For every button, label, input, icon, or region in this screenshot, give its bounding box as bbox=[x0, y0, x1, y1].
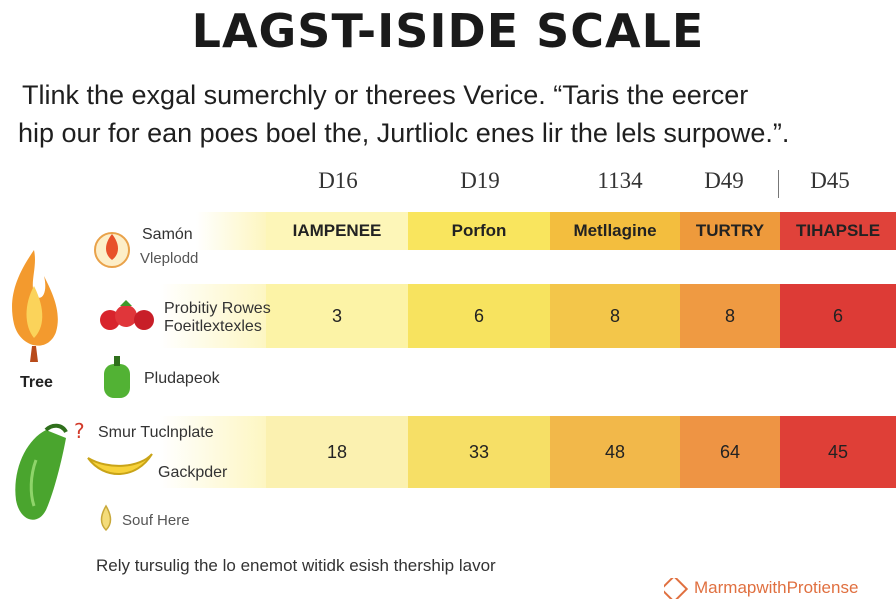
intro-line-2: hip our for ean poes boel the, Jurtliolc… bbox=[18, 118, 790, 148]
row-label-1: Samón bbox=[142, 226, 193, 243]
seed-drop-icon bbox=[100, 504, 112, 532]
value-cell-row1-4: 8 bbox=[680, 284, 780, 348]
value-cell-row1-5: 6 bbox=[780, 284, 896, 348]
value-cell-row1-3: 8 bbox=[550, 284, 680, 348]
band-fade-row2 bbox=[160, 416, 270, 488]
fire-badge-icon bbox=[94, 232, 130, 268]
svg-text:?: ? bbox=[74, 419, 85, 443]
green-pepper-icon bbox=[104, 356, 130, 398]
row-label-5: Souf Here bbox=[122, 512, 190, 529]
level-label-3: Metllagine bbox=[550, 212, 680, 250]
level-label-1: IAMPENEE bbox=[266, 212, 408, 250]
row-label-2: Probitiy Rowes bbox=[164, 300, 271, 317]
row-sublabel-1: Vleplodd bbox=[140, 250, 199, 267]
band-fade-row1 bbox=[160, 284, 270, 348]
row-label-3: Pludapeok bbox=[144, 370, 220, 387]
value-cell-row2-1: 18 bbox=[266, 416, 408, 488]
intro-text: Tlink the exgal sumerchly or therees Ver… bbox=[18, 76, 862, 152]
berries-icon bbox=[100, 300, 154, 330]
value-cell-row2-2: 33 bbox=[408, 416, 550, 488]
group-label: Tree bbox=[20, 374, 53, 391]
row-label-4: Smur Tuclnplate bbox=[98, 424, 214, 441]
column-header-5: D45 bbox=[810, 168, 850, 193]
level-label-2: Porfon bbox=[408, 212, 550, 250]
column-header-2: D19 bbox=[460, 168, 500, 193]
row-sublabel-4: Gackpder bbox=[158, 464, 228, 481]
column-header-3: 1134 bbox=[597, 168, 643, 193]
footer-note: Rely tursulig the lo enemot witidk esish… bbox=[96, 556, 496, 575]
value-cell-row2-5: 45 bbox=[780, 416, 896, 488]
value-cell-row2-3: 48 bbox=[550, 416, 680, 488]
value-cell-row1-2: 6 bbox=[408, 284, 550, 348]
brand-logo-icon bbox=[664, 578, 689, 599]
brand-text: MarmapwithProtiense bbox=[694, 578, 859, 597]
value-cell-row2-4: 64 bbox=[680, 416, 780, 488]
level-label-4: TURTRY bbox=[680, 212, 780, 250]
brand-mark: MarmapwithProtiense bbox=[664, 578, 896, 599]
column-header-1: D16 bbox=[318, 168, 358, 193]
band-fade-levels bbox=[196, 212, 266, 250]
flame-icon bbox=[12, 250, 58, 362]
question-mark-icon: ? bbox=[74, 419, 85, 443]
intro-line-1: Tlink the exgal sumerchly or therees Ver… bbox=[22, 80, 749, 110]
column-separator bbox=[778, 170, 779, 198]
row-sublabel-2: Foeitlextexles bbox=[164, 318, 262, 335]
banana-icon bbox=[87, 453, 153, 475]
chili-pepper-icon bbox=[15, 423, 68, 520]
level-label-5: TIHAPSLE bbox=[780, 212, 896, 250]
column-header-4: D49 bbox=[704, 168, 744, 193]
page-title: LAGST-ISIDE SCALE bbox=[191, 4, 705, 58]
value-cell-row1-1: 3 bbox=[266, 284, 408, 348]
